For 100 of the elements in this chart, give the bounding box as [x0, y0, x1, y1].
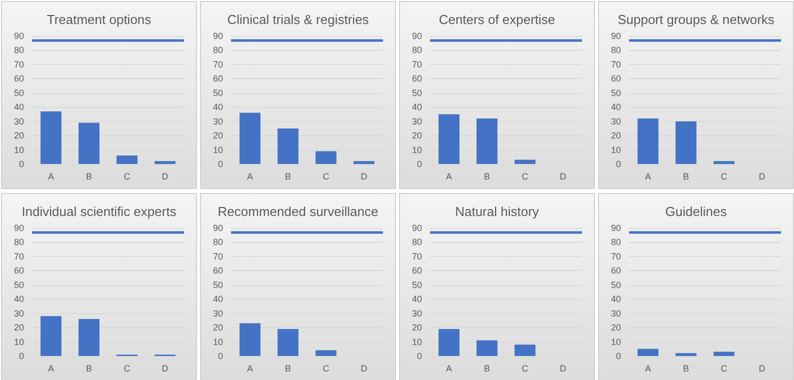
y-tick-label: 50: [14, 279, 24, 290]
x-tick-label: B: [682, 363, 690, 373]
chart-title: Clinical trials & registries: [227, 12, 370, 27]
chart-title: Treatment options: [46, 12, 152, 27]
x-tick-label: D: [758, 363, 766, 373]
y-tick-label: 80: [212, 45, 223, 56]
y-tick-label: 0: [18, 350, 24, 360]
x-tick-label: B: [86, 172, 92, 182]
y-tick-label: 0: [416, 159, 422, 169]
x-tick-label: D: [162, 172, 169, 182]
x-tick-label: D: [360, 172, 368, 182]
chart-title: Natural history: [455, 204, 540, 218]
y-tick-label: 70: [212, 250, 223, 261]
x-tick-label: C: [124, 363, 131, 373]
y-tick-label: 50: [412, 88, 422, 98]
y-tick-label: 50: [610, 88, 621, 98]
y-tick-label: 90: [14, 31, 24, 41]
y-tick-label: 0: [416, 350, 422, 360]
y-tick-label: 70: [212, 59, 223, 70]
y-tick-label: 60: [212, 74, 223, 84]
x-tick-label: A: [644, 172, 652, 182]
x-tick-label: C: [322, 172, 330, 182]
y-tick-label: 30: [412, 116, 422, 126]
x-tick-label: A: [644, 363, 652, 373]
y-tick-label: 90: [412, 222, 422, 232]
y-tick-label: 50: [610, 279, 621, 290]
y-tick-label: 80: [14, 45, 24, 56]
y-tick-label: 30: [14, 308, 24, 318]
x-tick-label: B: [682, 172, 690, 182]
y-tick-label: 0: [616, 350, 621, 360]
y-tick-label: 80: [212, 236, 223, 247]
x-tick-label: B: [284, 172, 292, 182]
y-tick-label: 0: [218, 159, 223, 169]
y-tick-label: 90: [412, 31, 422, 41]
y-tick-label: 70: [14, 59, 24, 70]
y-tick-label: 80: [412, 236, 422, 247]
y-tick-label: 30: [212, 308, 223, 318]
x-tick-label: C: [124, 172, 131, 182]
y-tick-label: 40: [610, 294, 621, 304]
y-tick-label: 10: [14, 144, 24, 155]
x-tick-label: C: [322, 363, 330, 373]
y-tick-label: 10: [412, 144, 422, 155]
y-tick-label: 20: [610, 130, 621, 141]
x-tick-label: C: [522, 172, 529, 182]
x-tick-label: D: [560, 363, 567, 373]
y-tick-label: 0: [18, 159, 24, 169]
y-tick-label: 40: [14, 102, 24, 112]
chart-title: Recommended surveillance: [218, 204, 378, 218]
x-tick-label: A: [48, 363, 54, 373]
y-tick-label: 30: [212, 116, 223, 126]
x-tick-label: D: [162, 363, 169, 373]
y-tick-label: 20: [212, 322, 223, 332]
y-tick-label: 50: [212, 279, 223, 290]
x-tick-label: A: [246, 363, 254, 373]
x-tick-label: B: [284, 363, 292, 373]
y-tick-label: 60: [14, 265, 24, 276]
y-tick-label: 60: [14, 74, 24, 84]
y-tick-label: 50: [212, 88, 223, 98]
y-tick-label: 80: [14, 236, 24, 247]
y-tick-label: 30: [610, 116, 621, 126]
y-tick-label: 20: [212, 130, 223, 141]
y-tick-label: 70: [412, 250, 422, 261]
y-tick-label: 60: [412, 265, 422, 276]
y-tick-label: 90: [610, 222, 621, 232]
y-tick-label: 10: [610, 144, 621, 155]
y-tick-label: 50: [14, 88, 24, 98]
y-tick-label: 80: [610, 236, 621, 247]
y-tick-label: 60: [610, 74, 621, 84]
y-tick-label: 60: [212, 265, 223, 276]
x-tick-label: C: [720, 172, 728, 182]
x-tick-label: A: [48, 172, 54, 182]
y-tick-label: 60: [412, 74, 422, 84]
x-tick-label: A: [446, 172, 452, 182]
x-tick-label: B: [484, 172, 490, 182]
y-tick-label: 50: [412, 279, 422, 290]
y-tick-label: 20: [14, 130, 24, 141]
y-tick-label: 70: [14, 250, 24, 261]
y-tick-label: 40: [212, 102, 223, 112]
chart-title: Centers of expertise: [438, 12, 556, 27]
y-tick-label: 70: [412, 59, 422, 70]
x-tick-label: A: [246, 172, 254, 182]
y-tick-label: 0: [616, 159, 621, 169]
x-tick-label: B: [484, 363, 490, 373]
y-tick-label: 10: [212, 144, 223, 155]
y-tick-label: 20: [610, 322, 621, 332]
y-tick-label: 80: [610, 45, 621, 56]
y-tick-label: 20: [412, 322, 422, 332]
y-tick-label: 10: [412, 336, 422, 346]
y-tick-label: 10: [610, 336, 621, 346]
x-tick-label: C: [720, 363, 728, 373]
y-tick-label: 90: [14, 222, 24, 232]
chart-title: Individual scientific experts: [22, 204, 177, 218]
y-tick-label: 10: [212, 336, 223, 346]
y-tick-label: 70: [610, 250, 621, 261]
y-tick-label: 10: [14, 336, 24, 346]
x-tick-label: D: [560, 172, 567, 182]
y-tick-label: 30: [14, 116, 24, 126]
y-tick-label: 40: [14, 294, 24, 304]
y-tick-label: 20: [412, 130, 422, 141]
y-tick-label: 90: [212, 222, 223, 232]
